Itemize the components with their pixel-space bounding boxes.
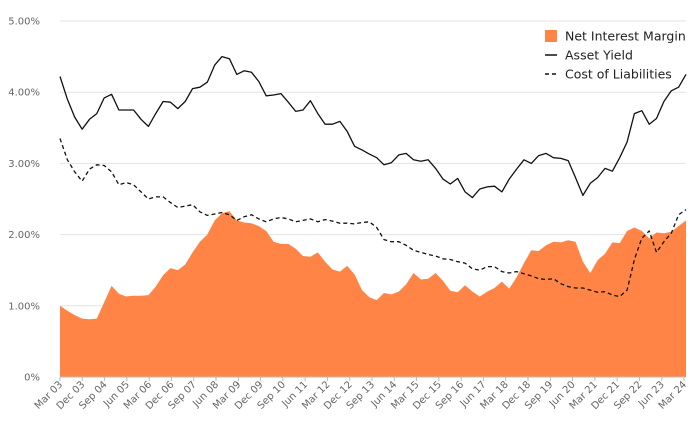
legend: Net Interest Margin Asset Yield Cost of Li… bbox=[545, 29, 686, 82]
legend-label: Net Interest Margin bbox=[565, 29, 686, 44]
y-tick-label: 3.00% bbox=[8, 159, 40, 170]
y-tick-label: 4.00% bbox=[8, 88, 40, 99]
y-tick-label: 2.00% bbox=[8, 230, 40, 241]
y-tick-label: 5.00% bbox=[8, 17, 40, 28]
line-layer bbox=[59, 55, 687, 298]
y-tick-label: 0% bbox=[24, 373, 40, 384]
legend-label: Cost of Liabilities bbox=[565, 67, 672, 82]
legend-label: Asset Yield bbox=[565, 48, 633, 63]
area-net-interest-margin bbox=[60, 211, 686, 377]
line-asset-yield bbox=[59, 55, 687, 199]
gridlines bbox=[60, 20, 686, 307]
y-tick-label: 1.00% bbox=[8, 301, 40, 312]
line-cost-of-liabilities bbox=[59, 138, 687, 298]
area-layer bbox=[60, 211, 686, 377]
legend-swatch-net-interest-margin bbox=[545, 30, 557, 42]
